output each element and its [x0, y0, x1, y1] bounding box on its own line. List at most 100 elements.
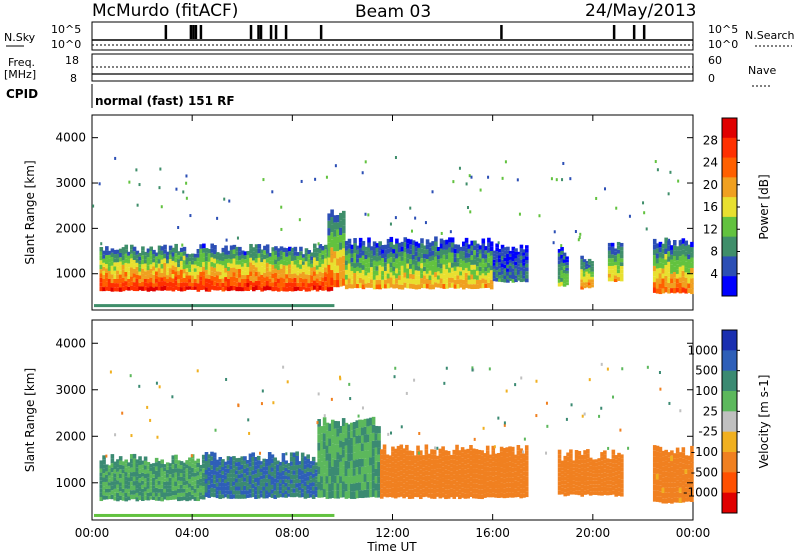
- echo-cell: [500, 244, 505, 249]
- echo-cell: [341, 255, 346, 264]
- echo-cell: [300, 179, 303, 183]
- echo-cell: [513, 458, 518, 464]
- echo-cell: [300, 492, 305, 498]
- echo-cell: [102, 468, 106, 474]
- echo-cell: [664, 243, 668, 249]
- echo-cell: [465, 182, 468, 186]
- echo-cell: [491, 450, 496, 457]
- echo-cell: [672, 282, 677, 289]
- echo-cell: [672, 272, 677, 278]
- echo-cell: [569, 449, 573, 454]
- echo-cell: [311, 482, 316, 487]
- echo-cell: [240, 456, 245, 461]
- x-tick-label: 00:00: [75, 526, 110, 540]
- echo-cell: [300, 488, 305, 493]
- echo-cell: [513, 475, 518, 481]
- echo-cell: [489, 241, 494, 247]
- echo-cell: [379, 493, 384, 499]
- echo-cell: [393, 453, 398, 459]
- echo-cell: [360, 427, 365, 436]
- echo-cell: [138, 256, 142, 261]
- echo-cell: [497, 475, 501, 480]
- echo-cell: [588, 472, 593, 477]
- echo-cell: [99, 492, 104, 497]
- echo-cell: [98, 182, 101, 186]
- echo-cell: [508, 250, 513, 254]
- echo-cell: [143, 255, 148, 260]
- echo-cell: [146, 477, 151, 482]
- echo-cell: [444, 494, 448, 500]
- echo-cell: [563, 463, 568, 469]
- y-tick-label: 3000: [55, 383, 86, 397]
- echo-cell: [196, 270, 201, 275]
- echo-cell: [467, 275, 472, 280]
- echo-cell: [684, 487, 688, 493]
- echo-cell: [226, 481, 231, 486]
- echo-cell: [503, 247, 508, 251]
- echo-cell: [304, 282, 309, 288]
- echo-cell: [236, 236, 239, 240]
- echo-cell: [422, 266, 427, 272]
- echo-cell: [310, 260, 314, 264]
- echo-cell: [431, 190, 434, 194]
- echo-cell: [614, 484, 618, 489]
- echo-cell: [444, 455, 448, 461]
- echo-cell: [438, 448, 443, 454]
- echo-cell: [300, 474, 305, 480]
- echo-cell: [177, 271, 181, 276]
- echo-cell: [254, 262, 259, 268]
- echo-cell: [603, 477, 607, 482]
- echo-cell: [110, 467, 115, 473]
- echo-cell: [232, 477, 236, 482]
- echo-cell: [350, 275, 355, 280]
- echo-cell: [276, 282, 281, 288]
- echo-cell: [249, 285, 253, 290]
- echo-cell: [138, 267, 142, 272]
- echo-cell: [516, 445, 521, 451]
- echo-cell: [328, 468, 332, 477]
- echo-cell: [201, 463, 206, 469]
- echo-cell: [330, 277, 334, 286]
- echo-cell: [179, 278, 184, 283]
- echo-cell: [105, 454, 108, 458]
- echo-cell: [333, 222, 337, 230]
- echo-cell: [157, 472, 162, 477]
- echo-cell: [102, 490, 106, 496]
- echo-cell: [105, 464, 109, 468]
- echo-cell: [364, 267, 369, 272]
- echo-cell: [502, 453, 507, 459]
- echo-cell: [188, 474, 192, 480]
- echo-cell: [684, 288, 688, 294]
- echo-cell: [505, 447, 510, 453]
- echo-cell: [171, 464, 176, 469]
- echo-cell: [505, 472, 510, 478]
- echo-cell: [293, 255, 298, 261]
- echo-cell: [295, 478, 299, 484]
- echo-cell: [341, 473, 346, 482]
- echo-cell: [146, 261, 151, 266]
- echo-cell: [508, 271, 513, 276]
- echo-cell: [655, 473, 660, 480]
- echo-cell: [168, 470, 173, 475]
- echo-cell: [163, 276, 167, 282]
- echo-cell: [658, 491, 663, 497]
- echo-cell: [127, 477, 131, 482]
- echo-cell: [168, 277, 173, 282]
- echo-cell: [118, 287, 123, 292]
- echo-cell: [347, 248, 352, 254]
- echo-cell: [309, 468, 313, 473]
- echo-cell: [372, 241, 377, 247]
- echo-cell: [553, 230, 556, 234]
- echo-cell: [171, 459, 176, 465]
- echo-cell: [265, 244, 270, 249]
- echo-cell: [226, 494, 231, 499]
- echo-cell: [281, 470, 286, 476]
- echo-cell: [431, 279, 435, 285]
- echo-cell: [118, 482, 123, 487]
- echo-cell: [604, 187, 607, 191]
- echo-cell: [427, 471, 431, 476]
- echo-cell: [684, 483, 688, 488]
- echo-cell: [590, 266, 594, 269]
- echo-cell: [105, 255, 109, 260]
- echo-cell: [462, 270, 466, 276]
